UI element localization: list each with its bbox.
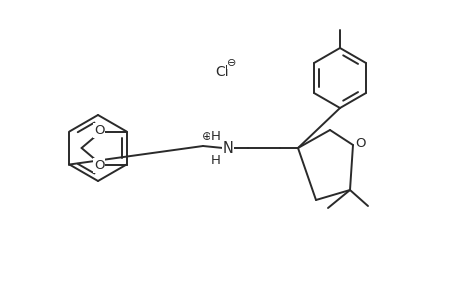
Text: O: O: [94, 124, 104, 137]
Text: Cl: Cl: [215, 65, 228, 79]
Text: H: H: [211, 154, 220, 166]
Text: O: O: [355, 136, 365, 149]
Text: O: O: [94, 159, 104, 172]
Text: N: N: [222, 140, 233, 155]
Text: H: H: [211, 130, 220, 142]
Text: ⊕: ⊕: [202, 130, 212, 142]
Text: ⊖: ⊖: [227, 58, 236, 68]
